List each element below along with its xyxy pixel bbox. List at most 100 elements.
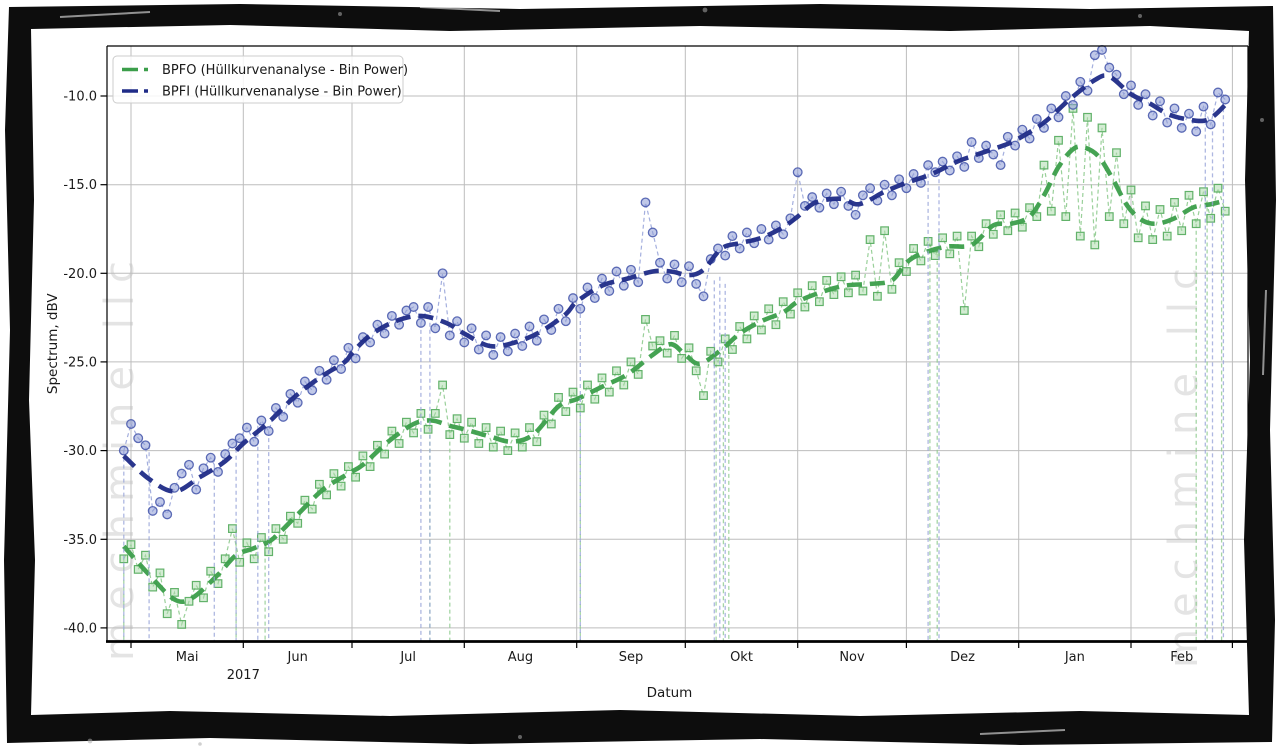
data-point-circle: [444, 330, 455, 341]
data-point-square: [699, 391, 708, 400]
data-point-circle: [676, 277, 687, 288]
data-point-circle: [1176, 122, 1187, 133]
data-point-square: [228, 524, 237, 533]
data-point-square: [1090, 240, 1100, 250]
data-point-square: [155, 568, 165, 578]
data-point-circle: [633, 277, 644, 288]
data-point-circle: [321, 374, 332, 385]
data-point-square: [1162, 231, 1172, 241]
frame-speckle: [702, 7, 708, 13]
data-point-square: [655, 336, 665, 346]
data-point-circle: [778, 229, 789, 240]
data-point-circle: [1220, 94, 1231, 105]
data-point-square: [496, 426, 505, 436]
legend: BPFO (Hüllkurvenanalyse - Bin Power) BPFI…: [112, 55, 408, 104]
frame-scratch: [419, 6, 501, 12]
data-point-square: [1148, 235, 1158, 245]
data-point-circle: [155, 497, 165, 507]
data-point-circle: [227, 438, 238, 449]
data-point-circle: [807, 192, 818, 203]
data-point-circle: [1213, 87, 1223, 98]
data-point-square: [843, 288, 853, 298]
data-point-circle: [263, 426, 274, 437]
data-point-square: [836, 272, 846, 282]
data-point-circle: [720, 250, 731, 261]
data-point-circle: [350, 353, 361, 364]
data-point-circle: [328, 355, 339, 366]
data-point-square: [315, 479, 324, 489]
data-point-circle: [821, 188, 832, 199]
data-point-square: [438, 380, 447, 390]
data-point-circle: [879, 179, 890, 190]
data-point-square: [1046, 206, 1056, 216]
data-point-square: [597, 373, 607, 383]
data-point-square: [271, 524, 281, 533]
data-point-circle: [684, 261, 694, 272]
data-point-square: [1003, 226, 1013, 236]
data-point-square: [1017, 222, 1027, 232]
data-point-square: [952, 231, 962, 241]
data-point-circle: [292, 397, 303, 408]
decorative-frame: [4, 4, 1276, 746]
data-point-circle: [959, 161, 970, 172]
data-point-square: [235, 557, 245, 567]
data-point-circle: [1126, 80, 1136, 91]
data-point-square: [583, 380, 592, 390]
data-point-square: [199, 593, 208, 603]
data-point-square: [1213, 183, 1223, 193]
frame-speckle: [1260, 118, 1264, 122]
data-point-circle: [669, 259, 680, 270]
x-tick-label: Nov: [839, 650, 865, 665]
data-point-square: [793, 288, 803, 298]
data-point-circle: [1118, 89, 1129, 100]
data-point-square: [1025, 203, 1035, 213]
data-point-square: [1083, 112, 1092, 122]
data-point-square: [293, 518, 303, 528]
data-point-circle: [1104, 62, 1115, 73]
data-point-circle: [517, 341, 528, 351]
data-point-square: [604, 387, 614, 397]
frame-scratch: [979, 729, 1066, 735]
data-point-circle: [488, 349, 499, 360]
data-point-square: [568, 387, 578, 397]
year-label: 2017: [227, 668, 260, 683]
data-point-square: [1032, 212, 1042, 222]
data-point-circle: [1147, 110, 1158, 121]
x-tick-label: Aug: [508, 650, 533, 665]
data-point-square: [1104, 212, 1114, 222]
data-point-square: [691, 366, 701, 376]
data-point-square: [351, 472, 360, 482]
data-point-square: [554, 393, 563, 402]
data-point-square: [1061, 212, 1071, 222]
data-point-circle: [184, 459, 194, 470]
data-point-square: [525, 423, 534, 432]
data-point-circle: [459, 337, 470, 348]
data-point-square: [467, 417, 476, 427]
data-point-square: [307, 504, 317, 514]
data-point-circle: [379, 328, 390, 339]
data-point-circle: [213, 466, 223, 477]
data-point-circle: [539, 314, 549, 325]
data-point-square: [474, 439, 484, 448]
data-point-square: [184, 596, 194, 606]
data-point-circle: [502, 346, 513, 357]
data-point-circle: [423, 302, 434, 312]
data-point-square: [394, 439, 404, 448]
data-point-circle: [336, 364, 347, 374]
legend-box: [112, 55, 404, 104]
y-tick-label: -30.0: [63, 444, 97, 459]
data-point-circle: [763, 234, 774, 245]
data-point-square: [1126, 185, 1136, 195]
y-tick-label: -35.0: [63, 533, 97, 548]
bpfi-dropout-lines: [123, 94, 1225, 641]
data-point-square: [141, 550, 150, 560]
data-point-circle: [162, 509, 173, 520]
data-point-circle: [850, 209, 861, 220]
data-point-circle: [256, 415, 267, 426]
data-point-square: [1191, 219, 1201, 229]
data-point-circle: [814, 202, 825, 213]
data-point-circle: [481, 330, 492, 341]
data-point-square: [1141, 201, 1150, 211]
data-point-square: [387, 426, 397, 436]
watermark-right: mechmine llc: [1161, 256, 1207, 668]
